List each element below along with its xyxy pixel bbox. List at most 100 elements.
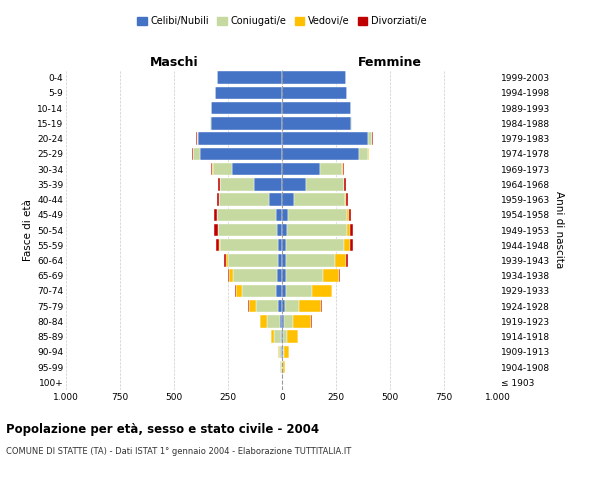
Bar	[350, 239, 353, 252]
Bar	[220, 178, 254, 190]
Bar	[279, 346, 281, 358]
Bar	[346, 254, 348, 266]
Bar	[344, 239, 350, 252]
Bar	[226, 254, 228, 266]
Bar	[209, 117, 211, 130]
Bar	[220, 194, 269, 206]
Bar	[282, 208, 289, 221]
Bar	[349, 208, 351, 221]
Bar	[215, 86, 282, 99]
Bar	[224, 254, 226, 266]
Bar	[197, 132, 198, 145]
Bar	[278, 346, 279, 358]
Bar	[278, 300, 282, 312]
Bar	[235, 284, 236, 297]
Bar	[220, 239, 278, 252]
Y-axis label: Fasce di età: Fasce di età	[23, 199, 33, 261]
Bar	[281, 330, 282, 343]
Bar	[339, 270, 340, 282]
Bar	[289, 208, 347, 221]
Bar	[254, 178, 282, 190]
Bar	[232, 163, 282, 175]
Bar	[213, 163, 232, 175]
Bar	[269, 194, 282, 206]
Bar	[248, 300, 256, 312]
Bar	[368, 132, 371, 145]
Y-axis label: Anni di nascita: Anni di nascita	[554, 192, 564, 268]
Bar	[282, 239, 286, 252]
Bar	[275, 284, 282, 297]
Bar	[287, 224, 347, 236]
Bar	[282, 178, 306, 190]
Bar	[280, 315, 282, 328]
Bar	[280, 361, 281, 374]
Bar	[347, 208, 349, 221]
Bar	[274, 330, 281, 343]
Bar	[306, 178, 344, 190]
Bar	[282, 254, 286, 266]
Bar	[286, 270, 323, 282]
Text: Femmine: Femmine	[358, 56, 422, 69]
Bar	[344, 194, 346, 206]
Bar	[236, 284, 242, 297]
Bar	[211, 102, 282, 115]
Bar	[282, 117, 351, 130]
Text: COMUNE DI STATTE (TA) - Dati ISTAT 1° gennaio 2004 - Elaborazione TUTTITALIA.IT: COMUNE DI STATTE (TA) - Dati ISTAT 1° ge…	[6, 448, 351, 456]
Bar	[369, 148, 370, 160]
Bar	[218, 178, 220, 190]
Bar	[256, 300, 278, 312]
Text: Maschi: Maschi	[149, 56, 199, 69]
Bar	[286, 284, 312, 297]
Bar	[228, 254, 278, 266]
Bar	[294, 194, 344, 206]
Bar	[321, 300, 322, 312]
Bar	[275, 208, 282, 221]
Bar	[242, 284, 275, 297]
Bar	[335, 254, 346, 266]
Bar	[193, 148, 200, 160]
Bar	[277, 224, 282, 236]
Bar	[198, 132, 282, 145]
Bar	[260, 315, 267, 328]
Bar	[282, 330, 283, 343]
Bar	[282, 163, 320, 175]
Bar	[217, 72, 282, 84]
Bar	[283, 330, 287, 343]
Bar	[320, 163, 343, 175]
Bar	[293, 315, 311, 328]
Bar	[278, 254, 282, 266]
Legend: Celibi/Nubili, Coniugati/e, Vedovi/e, Divorziati/e: Celibi/Nubili, Coniugati/e, Vedovi/e, Di…	[133, 12, 431, 30]
Bar	[216, 239, 220, 252]
Bar	[282, 86, 347, 99]
Bar	[282, 224, 287, 236]
Bar	[284, 346, 289, 358]
Text: Popolazione per età, sesso e stato civile - 2004: Popolazione per età, sesso e stato civil…	[6, 422, 319, 436]
Bar	[282, 102, 351, 115]
Bar	[214, 208, 217, 221]
Bar	[350, 224, 353, 236]
Bar	[286, 254, 335, 266]
Bar	[200, 148, 282, 160]
Bar	[285, 300, 299, 312]
Bar	[271, 330, 274, 343]
Bar	[284, 315, 293, 328]
Bar	[217, 194, 219, 206]
Bar	[282, 72, 346, 84]
Bar	[346, 194, 348, 206]
Bar	[217, 208, 275, 221]
Bar	[347, 224, 350, 236]
Bar	[282, 315, 284, 328]
Bar	[299, 300, 321, 312]
Bar	[282, 194, 294, 206]
Bar	[343, 163, 344, 175]
Bar	[233, 270, 277, 282]
Bar	[282, 132, 368, 145]
Bar	[287, 330, 298, 343]
Bar	[312, 284, 332, 297]
Bar	[323, 270, 339, 282]
Bar	[218, 224, 277, 236]
Bar	[344, 178, 346, 190]
Bar	[359, 148, 368, 160]
Bar	[267, 315, 280, 328]
Bar	[278, 239, 282, 252]
